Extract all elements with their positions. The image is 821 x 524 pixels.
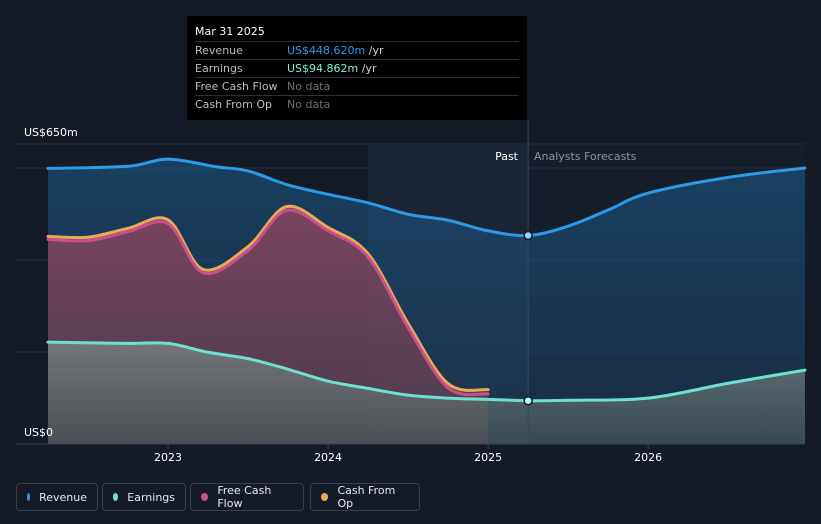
tooltip-date: Mar 31 2025 bbox=[195, 25, 265, 38]
revenue-line bbox=[46, 157, 807, 238]
past-label: Past bbox=[495, 150, 519, 163]
tooltip-label: Earnings bbox=[195, 62, 243, 75]
legend-label: Earnings bbox=[127, 490, 175, 504]
legend-dot-icon bbox=[113, 493, 119, 501]
tooltip-label: Cash From Op bbox=[195, 98, 273, 111]
tooltip: Mar 31 2025 Revenue US$448.620m /yr Earn… bbox=[187, 16, 527, 120]
legend-label: Revenue bbox=[39, 490, 87, 504]
series-areas bbox=[48, 159, 805, 444]
tooltip-row-cash-from-op: Cash From Op No data bbox=[195, 95, 519, 113]
x-tick-label: 2023 bbox=[154, 451, 182, 464]
x-tick-label: 2024 bbox=[314, 451, 342, 464]
cash-from-op-line bbox=[46, 204, 490, 392]
forecast-label: Analysts Forecasts bbox=[534, 150, 637, 163]
legend-item-revenue[interactable]: Revenue bbox=[16, 483, 98, 511]
tooltip-unit: /yr bbox=[365, 44, 384, 57]
x-tick-label: 2025 bbox=[474, 451, 502, 464]
legend-item-earnings[interactable]: Earnings bbox=[102, 483, 186, 511]
x-tick-label: 2026 bbox=[634, 451, 662, 464]
earnings-line bbox=[46, 340, 807, 403]
earnings-marker bbox=[523, 395, 533, 406]
tooltip-unit: /yr bbox=[358, 62, 377, 75]
x-ticks: 2023 2024 2025 2026 bbox=[154, 444, 662, 464]
series-lines bbox=[46, 157, 807, 403]
tooltip-label: Free Cash Flow bbox=[195, 80, 278, 93]
tooltip-value-cash-from-op: No data bbox=[287, 98, 331, 111]
tooltip-row-earnings: Earnings US$94.862m /yr bbox=[195, 59, 519, 77]
y-axis-bottom-label: US$0 bbox=[24, 426, 53, 439]
legend-label: Cash From Op bbox=[337, 484, 396, 510]
legend-label: Free Cash Flow bbox=[217, 484, 272, 510]
legend-item-free-cash-flow[interactable]: Free Cash Flow bbox=[190, 483, 304, 511]
revenue-marker bbox=[523, 230, 533, 241]
tooltip-row-revenue: Revenue US$448.620m /yr bbox=[195, 41, 519, 59]
legend-dot-icon bbox=[321, 493, 329, 501]
legend-dot-icon bbox=[201, 493, 209, 501]
tooltip-row-free-cash-flow: Free Cash Flow No data bbox=[195, 77, 519, 95]
series-markers bbox=[523, 230, 533, 406]
earnings-area bbox=[48, 342, 805, 444]
tooltip-value-earnings: US$94.862m bbox=[287, 62, 359, 75]
legend-dot-icon bbox=[27, 493, 31, 501]
tooltip-label: Revenue bbox=[195, 44, 243, 57]
tooltip-value-free-cash-flow: No data bbox=[287, 80, 331, 93]
legend-item-cash-from-op[interactable]: Cash From Op bbox=[310, 483, 420, 511]
free-cash-flow-line bbox=[46, 208, 490, 397]
y-axis-top-label: US$650m bbox=[24, 126, 78, 139]
tooltip-value-revenue: US$448.620m bbox=[287, 44, 366, 57]
